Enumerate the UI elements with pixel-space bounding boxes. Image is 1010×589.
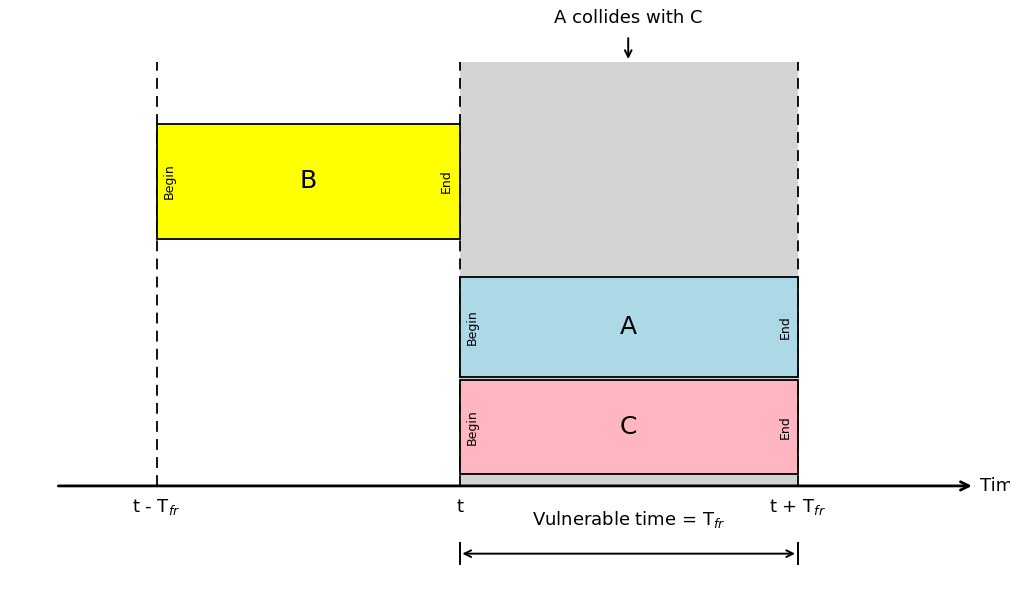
Text: A: A [620, 315, 637, 339]
Text: t: t [457, 498, 463, 515]
Bar [460, 380, 798, 474]
Text: t - T$_{fr}$: t - T$_{fr}$ [132, 497, 181, 517]
Text: Begin: Begin [467, 409, 479, 445]
Text: Vulnerable time = T$_{fr}$: Vulnerable time = T$_{fr}$ [532, 509, 725, 530]
Text: End: End [440, 169, 452, 193]
Text: End: End [779, 315, 791, 339]
Bar [157, 124, 460, 239]
Text: t + T$_{fr}$: t + T$_{fr}$ [770, 497, 826, 517]
Text: End: End [779, 415, 791, 439]
Text: Time: Time [980, 477, 1010, 495]
Bar [460, 277, 798, 377]
Text: B: B [299, 169, 317, 193]
Text: C: C [620, 415, 637, 439]
Text: Begin: Begin [467, 309, 479, 345]
Text: A collides with C: A collides with C [553, 8, 703, 27]
Text: Begin: Begin [164, 163, 176, 199]
Bar [460, 62, 798, 486]
